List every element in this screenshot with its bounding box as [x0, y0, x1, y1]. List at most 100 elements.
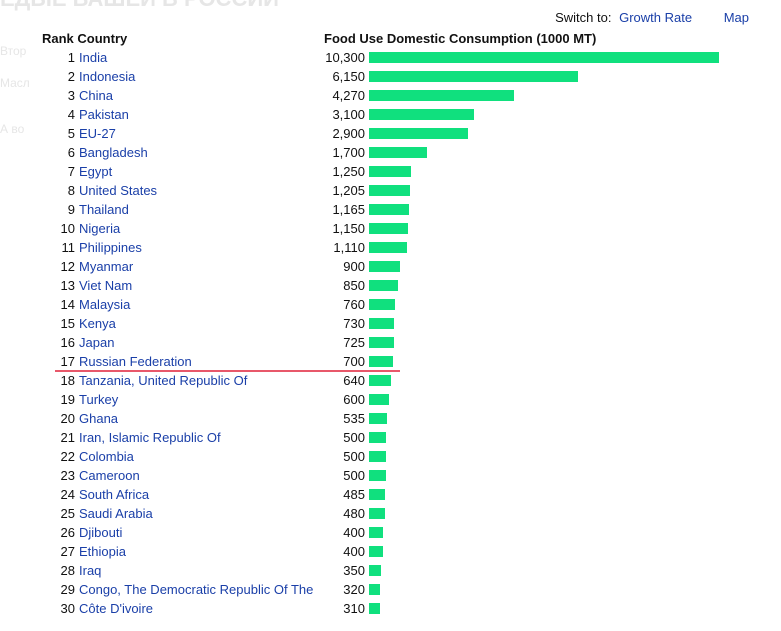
country-link[interactable]: United States [79, 183, 158, 198]
value-label: 1,250 [332, 164, 365, 179]
bar [369, 71, 578, 82]
country-link[interactable]: Côte D'ivoire [79, 601, 154, 616]
country-link[interactable]: Kenya [79, 316, 116, 331]
country-link[interactable]: Japan [79, 335, 115, 350]
value-label: 2,900 [332, 126, 365, 141]
table-row: 23 Cameroon 500 [0, 466, 781, 485]
country-link[interactable]: Djibouti [79, 525, 123, 540]
rank-number: 7 [67, 164, 75, 179]
rank-number: 18 [60, 373, 75, 388]
rank-number: 10 [60, 221, 75, 236]
value-label: 535 [343, 411, 365, 426]
country-link[interactable]: Iraq [79, 563, 102, 578]
value-label: 310 [343, 601, 365, 616]
table-row: 5 EU-27 2,900 [0, 124, 781, 143]
country-link[interactable]: Pakistan [79, 107, 129, 122]
bar [369, 489, 385, 500]
value-label: 1,150 [332, 221, 365, 236]
country-link[interactable]: India [79, 50, 108, 65]
country-link[interactable]: Nigeria [79, 221, 121, 236]
rank-number: 4 [67, 107, 75, 122]
country-link[interactable]: Egypt [79, 164, 113, 179]
bar [369, 223, 408, 234]
view-switcher: Switch to: Growth Rate Map [555, 10, 749, 25]
rank-number: 19 [60, 392, 75, 407]
bar [369, 166, 411, 177]
value-label: 3,100 [332, 107, 365, 122]
rank-number: 30 [60, 601, 75, 616]
table-row: 15 Kenya 730 [0, 314, 781, 333]
rank-number: 28 [60, 563, 75, 578]
bar [369, 52, 719, 63]
table-row: 21 Iran, Islamic Republic Of 500 [0, 428, 781, 447]
value-label: 900 [343, 259, 365, 274]
table-row: 24 South Africa 485 [0, 485, 781, 504]
country-link[interactable]: EU-27 [79, 126, 116, 141]
table-row: 14 Malaysia 760 [0, 295, 781, 314]
bar [369, 147, 427, 158]
bar [369, 584, 380, 595]
table-row: 13 Viet Nam 850 [0, 276, 781, 295]
table-row: 16 Japan 725 [0, 333, 781, 352]
country-link[interactable]: Tanzania, United Republic Of [79, 373, 248, 388]
bar [369, 261, 400, 272]
value-label: 500 [343, 468, 365, 483]
table-row: 27 Ethiopia 400 [0, 542, 781, 561]
table-row: 29 Congo, The Democratic Republic Of The 3… [0, 580, 781, 599]
country-link[interactable]: Ethiopia [79, 544, 126, 559]
bar [369, 109, 474, 120]
rank-number: 11 [61, 240, 76, 255]
table-row: 10 Nigeria 1,150 [0, 219, 781, 238]
bar [369, 356, 393, 367]
bar [369, 432, 386, 443]
rank-number: 22 [60, 449, 75, 464]
switch-to-label: Switch to: [555, 10, 612, 25]
value-label: 4,270 [332, 88, 365, 103]
table-row: 1 India 10,300 [0, 48, 781, 67]
bar [369, 337, 394, 348]
map-link[interactable]: Map [723, 10, 749, 25]
bar [369, 299, 395, 310]
bar [369, 128, 468, 139]
country-link[interactable]: Congo, The Democratic Republic Of The [79, 582, 314, 597]
table-row: 12 Myanmar 900 [0, 257, 781, 276]
country-link[interactable]: Ghana [79, 411, 119, 426]
table-row: 22 Colombia 500 [0, 447, 781, 466]
country-link[interactable]: Russian Federation [79, 354, 192, 369]
bar [369, 546, 383, 557]
value-label: 730 [343, 316, 365, 331]
country-link[interactable]: Indonesia [79, 69, 136, 84]
value-label: 10,300 [325, 50, 365, 65]
rank-number: 29 [60, 582, 75, 597]
country-link[interactable]: Thailand [79, 202, 129, 217]
value-label: 6,150 [332, 69, 365, 84]
value-label: 760 [343, 297, 365, 312]
bar [369, 394, 389, 405]
table-row: 20 Ghana 535 [0, 409, 781, 428]
country-link[interactable]: Myanmar [79, 259, 134, 274]
country-link[interactable]: South Africa [79, 487, 150, 502]
value-label: 500 [343, 449, 365, 464]
country-link[interactable]: Philippines [79, 240, 142, 255]
rank-number: 20 [60, 411, 75, 426]
table-row: 4 Pakistan 3,100 [0, 105, 781, 124]
bar [369, 527, 383, 538]
growth-rate-link[interactable]: Growth Rate [619, 10, 693, 25]
rank-number: 1 [67, 50, 75, 65]
table-row: 2 Indonesia 6,150 [0, 67, 781, 86]
table-row: 11 Philippines 1,110 [0, 238, 781, 257]
country-link[interactable]: Viet Nam [79, 278, 133, 293]
value-label: 400 [343, 544, 365, 559]
country-link[interactable]: Cameroon [79, 468, 140, 483]
country-link[interactable]: Saudi Arabia [79, 506, 153, 521]
country-link[interactable]: Bangladesh [79, 145, 148, 160]
value-label: 350 [343, 563, 365, 578]
country-link[interactable]: Iran, Islamic Republic Of [79, 430, 221, 445]
value-label: 400 [343, 525, 365, 540]
rank-number: 16 [60, 335, 75, 350]
country-link[interactable]: Malaysia [79, 297, 131, 312]
country-link[interactable]: China [79, 88, 113, 103]
value-label: 1,165 [332, 202, 365, 217]
country-link[interactable]: Turkey [79, 392, 119, 407]
country-link[interactable]: Colombia [79, 449, 134, 464]
